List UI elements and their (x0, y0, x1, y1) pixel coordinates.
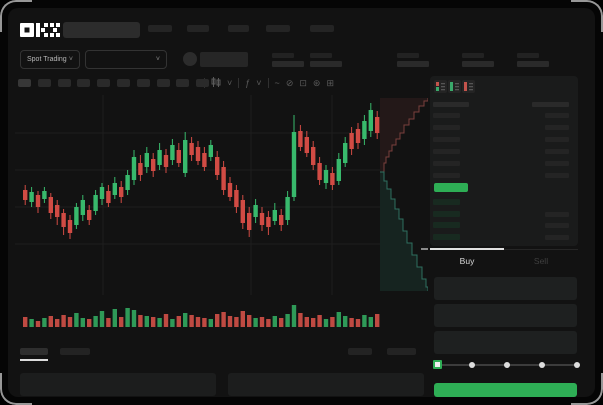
last-price-placeholder (200, 52, 248, 67)
chart-tab-placeholder[interactable] (60, 348, 90, 355)
bottom-panel-left (20, 373, 216, 396)
candlestick-chart[interactable] (15, 95, 428, 335)
ask-amount-placeholder[interactable] (545, 137, 569, 142)
ask-amount-placeholder[interactable] (545, 149, 569, 154)
order-total-input[interactable] (434, 331, 577, 354)
chart-tab-placeholder[interactable] (348, 348, 372, 355)
ask-price-placeholder[interactable] (433, 125, 460, 130)
chevron-down-icon: ˅ (155, 56, 160, 63)
ask-price-placeholder[interactable] (433, 113, 460, 118)
bid-amount-placeholder[interactable] (545, 211, 569, 217)
app-content: Spot Trading ˅ ˅ ˅ ƒ ˅ ~ ⊘ ⊡ ⊛ ⊞ Buy Sell (8, 8, 595, 397)
bid-amount-placeholder[interactable] (545, 234, 569, 240)
timeframe-button[interactable] (196, 79, 210, 87)
chart-tab-placeholder[interactable] (387, 348, 416, 355)
last-price-highlight[interactable] (434, 183, 468, 192)
slider-dot[interactable] (574, 362, 580, 368)
bids-book-icon[interactable] (448, 80, 461, 93)
tab-divider (430, 249, 578, 250)
bid-amount-placeholder[interactable] (545, 223, 569, 228)
ticker-stat-label (397, 53, 419, 58)
ask-price-placeholder[interactable] (433, 173, 460, 178)
ask-price-placeholder[interactable] (433, 149, 460, 154)
chevron-down-icon: ˅ (68, 56, 73, 63)
order-book (430, 76, 578, 246)
order-price-input[interactable] (434, 277, 577, 300)
ticker-stat-value (272, 61, 304, 67)
ask-amount-placeholder[interactable] (545, 173, 569, 178)
bottom-panel-right (228, 373, 424, 396)
slider-dot[interactable] (469, 362, 475, 368)
indicator-icon[interactable]: ƒ (245, 77, 251, 88)
market-type-label: Spot Trading (27, 56, 67, 63)
snapshot-icon[interactable]: ⊡ (299, 77, 307, 88)
order-amount-input[interactable] (434, 304, 577, 327)
bid-price-placeholder[interactable] (433, 233, 460, 240)
pair-selector-dropdown[interactable]: ˅ (85, 50, 167, 69)
chart-toolbar-icons: ˅ ƒ ˅ ~ ⊘ ⊡ ⊛ ⊞ (204, 77, 334, 89)
ask-price-placeholder[interactable] (433, 161, 460, 166)
nav-item-placeholder[interactable] (266, 25, 290, 32)
draw-tool-icon[interactable]: ⊘ (285, 77, 294, 88)
ask-amount-placeholder[interactable] (545, 161, 569, 166)
chevron-down-icon[interactable]: ˅ (256, 77, 262, 88)
toolbar-divider (238, 78, 240, 88)
timeframe-button[interactable] (18, 79, 31, 87)
nav-item-placeholder[interactable] (310, 25, 334, 32)
fullscreen-icon[interactable]: ⊞ (326, 77, 334, 88)
nav-item-placeholder[interactable] (228, 25, 249, 32)
nav-item-placeholder[interactable] (187, 25, 209, 32)
slider-dot[interactable] (504, 362, 510, 368)
ob-header-amount (532, 102, 569, 107)
tab-buy[interactable]: Buy (459, 256, 475, 266)
ask-amount-placeholder[interactable] (545, 125, 569, 130)
ticker-stat-value (397, 61, 429, 67)
combined-book-icon[interactable] (434, 80, 447, 93)
asks-book-icon[interactable] (462, 80, 475, 93)
coin-icon (183, 52, 197, 66)
active-tab-underline (430, 248, 504, 250)
ticker-stat-label (462, 53, 484, 58)
candles-icon[interactable] (211, 77, 221, 89)
timeframe-button[interactable] (37, 79, 51, 87)
bid-price-placeholder[interactable] (433, 210, 460, 217)
ask-amount-placeholder[interactable] (545, 113, 569, 118)
timeframe-button[interactable] (57, 79, 71, 87)
amount-slider-handle[interactable] (433, 360, 442, 369)
ob-header-price (433, 102, 469, 107)
ticker-stat-value (462, 61, 494, 67)
chart-tab-placeholder[interactable] (20, 348, 48, 355)
line-tool-icon[interactable]: ~ (274, 77, 280, 88)
search-input[interactable] (63, 22, 140, 38)
ticker-stat-label (272, 53, 294, 58)
ticker-stat-value (310, 61, 342, 67)
timeframe-button[interactable] (176, 79, 190, 87)
ask-price-placeholder[interactable] (433, 137, 460, 142)
timeframe-button[interactable] (136, 79, 150, 87)
ticker-stat-label (517, 53, 539, 58)
chart-tab-underline (20, 359, 48, 361)
settings-icon[interactable]: ⊛ (312, 77, 321, 88)
timeframe-button[interactable] (156, 79, 170, 87)
timeframe-button[interactable] (117, 79, 130, 87)
ticker-stat-label (310, 53, 332, 58)
bid-price-placeholder[interactable] (433, 222, 460, 228)
timeframe-button[interactable] (97, 79, 111, 87)
bid-price-placeholder[interactable] (433, 199, 460, 205)
toolbar-divider (267, 78, 269, 88)
market-type-dropdown[interactable]: Spot Trading ˅ (20, 50, 80, 69)
buy-submit-button[interactable] (434, 383, 577, 397)
okx-logo (20, 23, 60, 37)
slider-dot[interactable] (539, 362, 545, 368)
nav-item-placeholder[interactable] (148, 25, 172, 32)
tab-sell[interactable]: Sell (533, 256, 549, 266)
timeframe-button[interactable] (77, 79, 91, 87)
chevron-down-icon[interactable]: ˅ (227, 77, 233, 88)
ticker-stat-value (517, 61, 549, 67)
